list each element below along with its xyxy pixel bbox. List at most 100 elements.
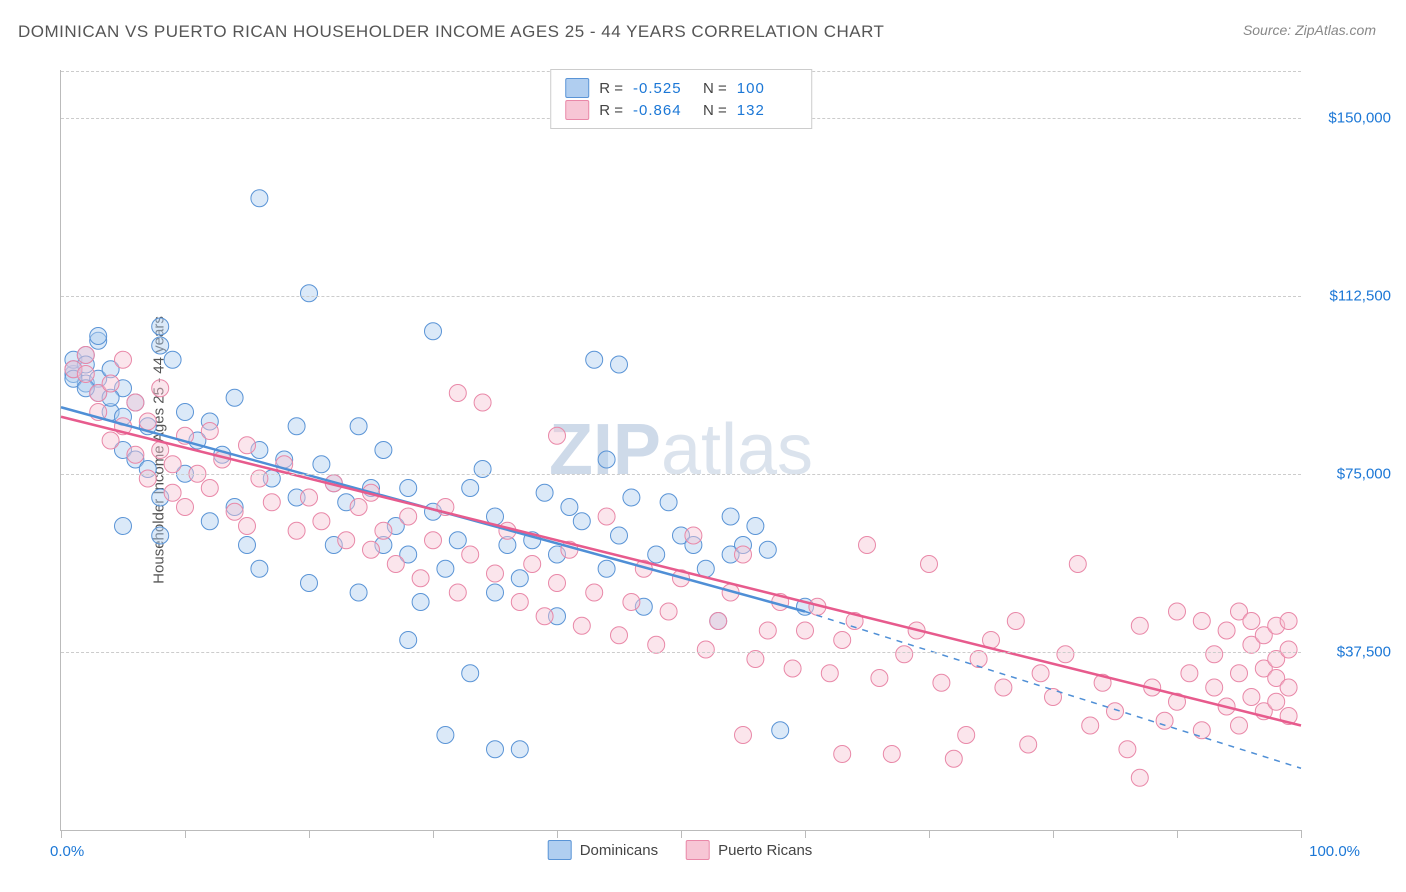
data-point bbox=[611, 527, 628, 544]
gridline bbox=[61, 652, 1301, 653]
data-point bbox=[784, 660, 801, 677]
data-point bbox=[759, 541, 776, 558]
data-point bbox=[263, 494, 280, 511]
y-tick-label: $112,500 bbox=[1311, 287, 1391, 304]
data-point bbox=[449, 584, 466, 601]
data-point bbox=[251, 470, 268, 487]
data-point bbox=[660, 603, 677, 620]
data-point bbox=[400, 480, 417, 497]
legend-label: Dominicans bbox=[580, 842, 658, 859]
swatch-dominicans bbox=[565, 78, 589, 98]
data-point bbox=[586, 584, 603, 601]
data-point bbox=[1280, 641, 1297, 658]
data-point bbox=[1020, 736, 1037, 753]
data-point bbox=[251, 190, 268, 207]
gridline bbox=[61, 296, 1301, 297]
n-label: N = bbox=[703, 102, 727, 119]
data-point bbox=[536, 608, 553, 625]
data-point bbox=[412, 594, 429, 611]
data-point bbox=[375, 522, 392, 539]
data-point bbox=[102, 375, 119, 392]
data-point bbox=[511, 570, 528, 587]
data-point bbox=[772, 722, 789, 739]
data-point bbox=[611, 627, 628, 644]
data-point bbox=[350, 584, 367, 601]
data-point bbox=[685, 527, 702, 544]
data-point bbox=[1243, 613, 1260, 630]
data-point bbox=[747, 651, 764, 668]
data-point bbox=[437, 560, 454, 577]
data-point bbox=[945, 750, 962, 767]
data-point bbox=[301, 285, 318, 302]
data-point bbox=[1131, 617, 1148, 634]
data-point bbox=[1231, 665, 1248, 682]
y-tick-label: $75,000 bbox=[1311, 465, 1391, 482]
x-tick bbox=[805, 830, 806, 838]
r-label: R = bbox=[599, 80, 623, 97]
data-point bbox=[710, 613, 727, 630]
x-tick bbox=[1301, 830, 1302, 838]
data-point bbox=[77, 347, 94, 364]
data-point bbox=[586, 351, 603, 368]
series-legend: Dominicans Puerto Ricans bbox=[548, 840, 813, 860]
data-point bbox=[152, 380, 169, 397]
data-point bbox=[759, 622, 776, 639]
data-point bbox=[239, 437, 256, 454]
r-value-dominicans: -0.525 bbox=[633, 80, 693, 97]
data-point bbox=[995, 679, 1012, 696]
data-point bbox=[598, 451, 615, 468]
data-point bbox=[425, 532, 442, 549]
data-point bbox=[474, 461, 491, 478]
plot-area: ZIPatlas R = -0.525 N = 100 R = -0.864 N… bbox=[60, 70, 1301, 831]
data-point bbox=[611, 356, 628, 373]
data-point bbox=[164, 351, 181, 368]
data-point bbox=[1206, 679, 1223, 696]
data-point bbox=[1280, 679, 1297, 696]
data-point bbox=[1181, 665, 1198, 682]
data-point bbox=[1156, 712, 1173, 729]
data-point bbox=[201, 423, 218, 440]
data-point bbox=[1268, 693, 1285, 710]
data-point bbox=[797, 622, 814, 639]
data-point bbox=[251, 560, 268, 577]
data-point bbox=[834, 746, 851, 763]
data-point bbox=[350, 499, 367, 516]
source-attribution: Source: ZipAtlas.com bbox=[1243, 22, 1376, 38]
legend-item-puertoricans: Puerto Ricans bbox=[686, 840, 812, 860]
data-point bbox=[239, 518, 256, 535]
data-point bbox=[1069, 556, 1086, 573]
data-point bbox=[722, 508, 739, 525]
data-point bbox=[387, 556, 404, 573]
data-point bbox=[1131, 769, 1148, 786]
data-point bbox=[462, 546, 479, 563]
r-value-puertoricans: -0.864 bbox=[633, 102, 693, 119]
data-point bbox=[313, 513, 330, 530]
data-point bbox=[239, 537, 256, 554]
swatch-puertoricans bbox=[565, 100, 589, 120]
data-point bbox=[288, 418, 305, 435]
data-point bbox=[648, 636, 665, 653]
data-point bbox=[350, 418, 367, 435]
data-point bbox=[115, 518, 132, 535]
data-point bbox=[338, 532, 355, 549]
data-point bbox=[648, 546, 665, 563]
data-point bbox=[1280, 613, 1297, 630]
data-point bbox=[313, 456, 330, 473]
data-point bbox=[152, 318, 169, 335]
data-point bbox=[697, 641, 714, 658]
data-point bbox=[77, 366, 94, 383]
data-point bbox=[437, 727, 454, 744]
data-point bbox=[177, 499, 194, 516]
data-point bbox=[859, 537, 876, 554]
swatch-icon bbox=[548, 840, 572, 860]
gridline bbox=[61, 474, 1301, 475]
data-point bbox=[549, 427, 566, 444]
data-point bbox=[139, 413, 156, 430]
data-point bbox=[127, 394, 144, 411]
x-tick bbox=[1177, 830, 1178, 838]
data-point bbox=[1169, 603, 1186, 620]
data-point bbox=[474, 394, 491, 411]
data-point bbox=[1007, 613, 1024, 630]
swatch-icon bbox=[686, 840, 710, 860]
data-point bbox=[1193, 722, 1210, 739]
